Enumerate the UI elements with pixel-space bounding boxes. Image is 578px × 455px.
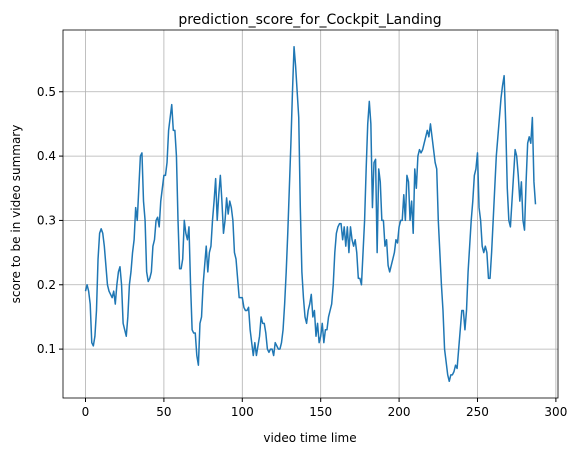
y-axis-label: score to be in video summary [9,125,23,304]
y-tick-label: 0.2 [37,278,56,292]
x-tick-label: 100 [231,405,254,419]
line-series [84,45,537,383]
x-tick-label: 0 [82,405,90,419]
x-tick-label: 250 [466,405,489,419]
plot-frame [62,29,559,399]
x-tick-label: 300 [544,405,567,419]
chart-title: prediction_score_for_Cockpit_Landing [178,12,441,28]
y-tick-label: 0.1 [37,342,56,356]
x-axis-label: video time lime [263,431,356,445]
x-tick-label: 200 [388,405,411,419]
y-tick-label: 0.5 [37,85,56,99]
y-tick-label: 0.4 [37,149,56,163]
y-tick-label: 0.3 [37,213,56,227]
x-tick-label: 150 [309,405,332,419]
x-tick-label: 50 [156,405,171,419]
